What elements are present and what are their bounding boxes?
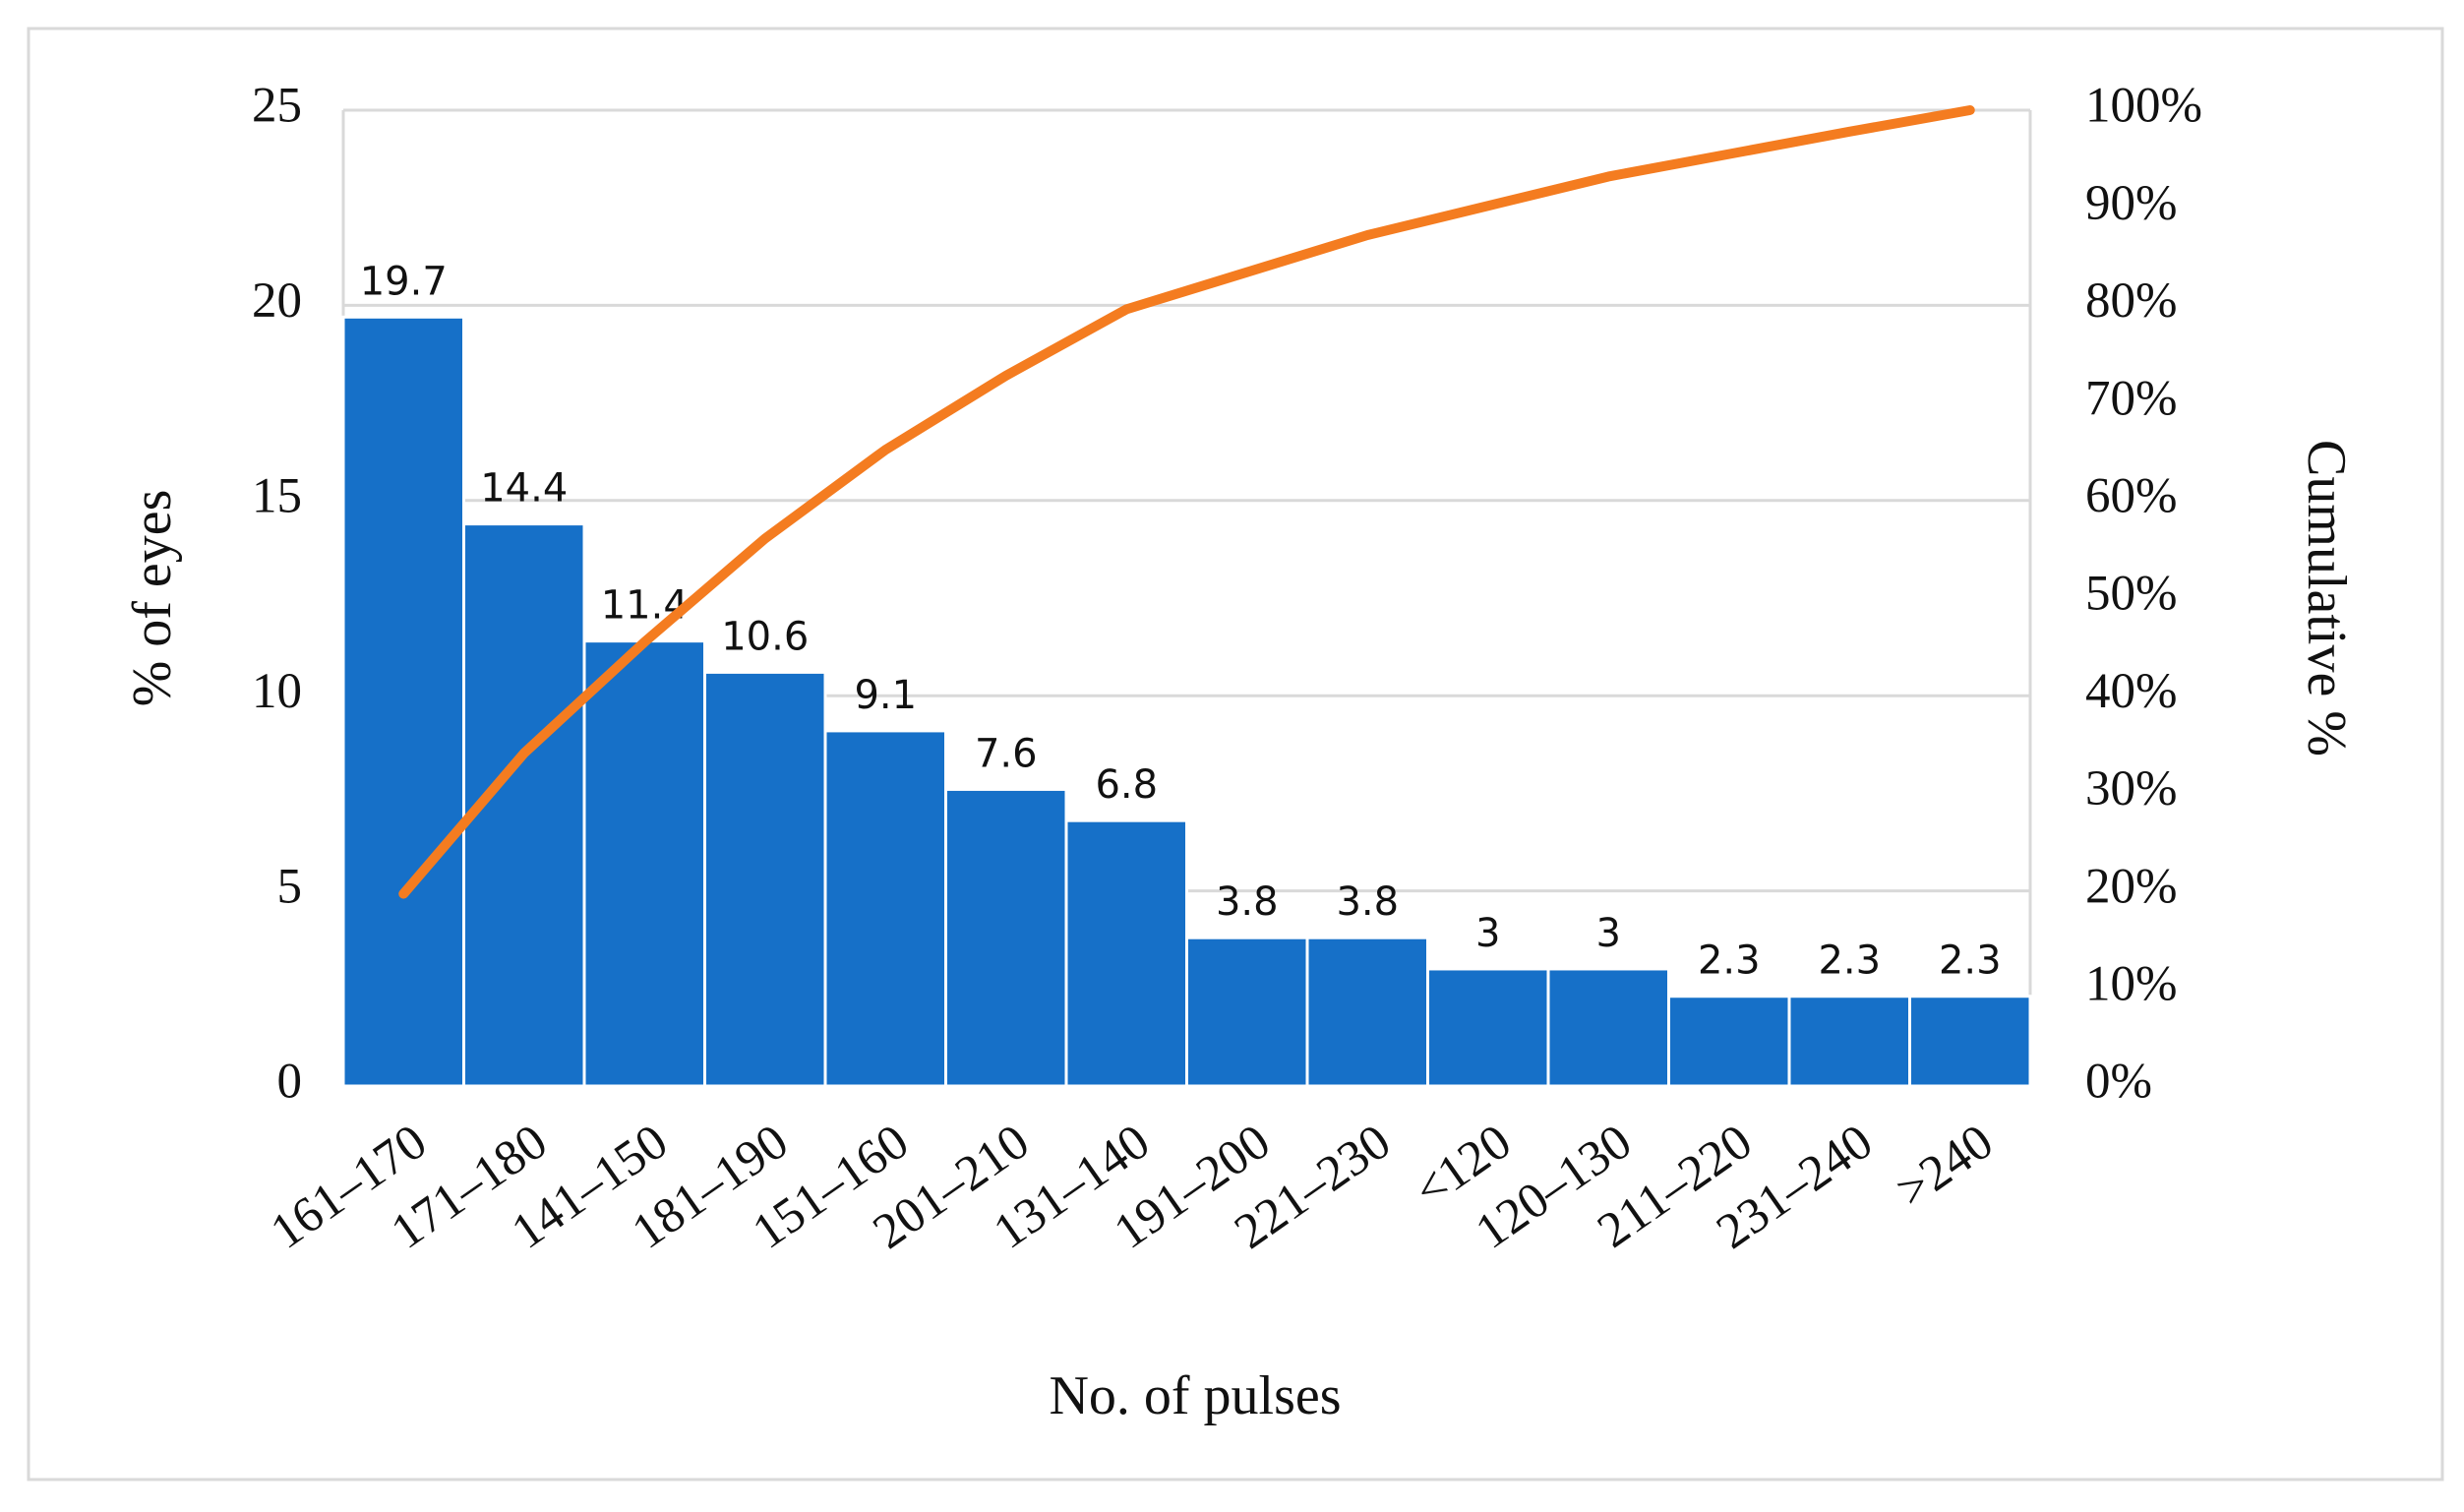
data-label: 3.8 bbox=[1336, 879, 1399, 925]
data-label: 3 bbox=[1475, 911, 1500, 956]
data-label: 7.6 bbox=[975, 731, 1038, 776]
data-label: 2.3 bbox=[1698, 938, 1761, 984]
bar bbox=[341, 315, 465, 1088]
bar bbox=[1546, 967, 1670, 1088]
y2-tick-label: 80% bbox=[2085, 273, 2177, 329]
bar bbox=[1305, 936, 1429, 1088]
y2-tick-label: 50% bbox=[2085, 567, 2177, 622]
bar bbox=[582, 639, 706, 1088]
data-label: 10.6 bbox=[721, 614, 809, 659]
y-axis-title: % of eyes bbox=[122, 490, 183, 707]
cumulative-line bbox=[398, 105, 1975, 899]
y2-tick-label: 70% bbox=[2085, 371, 2177, 426]
data-label: 14.4 bbox=[480, 466, 568, 512]
data-label: 2.3 bbox=[1939, 938, 2002, 984]
y2-tick-label: 0% bbox=[2085, 1055, 2152, 1110]
y-tick-label: 25 bbox=[252, 79, 302, 134]
y2-tick-label: 30% bbox=[2085, 761, 2177, 816]
bar bbox=[823, 729, 947, 1088]
data-label: 6.8 bbox=[1095, 762, 1158, 808]
y2-tick-label: 40% bbox=[2085, 664, 2177, 719]
y-tick-label: 15 bbox=[252, 469, 302, 524]
data-label: 2.3 bbox=[1818, 938, 1881, 984]
bar bbox=[1787, 995, 1911, 1088]
bar bbox=[1185, 936, 1309, 1088]
x-axis-title: No. of pulses bbox=[1049, 1365, 1341, 1426]
y2-tick-label: 100% bbox=[2085, 79, 2202, 134]
y-tick-label: 5 bbox=[277, 859, 303, 914]
y2-tick-label: 10% bbox=[2085, 957, 2177, 1012]
bar bbox=[1064, 818, 1188, 1088]
data-label: 19.7 bbox=[360, 259, 448, 304]
y2-tick-label: 20% bbox=[2085, 859, 2177, 914]
y-tick-label: 20 bbox=[252, 273, 302, 329]
y2-axis-title: Cumulative % bbox=[2296, 440, 2357, 756]
bar bbox=[1667, 995, 1791, 1088]
bar bbox=[1908, 995, 2032, 1088]
data-label: 3 bbox=[1596, 911, 1621, 956]
y2-tick-label: 60% bbox=[2085, 469, 2177, 524]
y2-tick-label: 90% bbox=[2085, 176, 2177, 231]
data-label: 9.1 bbox=[854, 673, 917, 718]
bar bbox=[1426, 967, 1550, 1088]
bar bbox=[944, 787, 1068, 1088]
data-label: 3.8 bbox=[1216, 879, 1279, 925]
bar bbox=[703, 670, 827, 1088]
y-tick-label: 0 bbox=[277, 1055, 303, 1110]
y-tick-label: 10 bbox=[252, 664, 302, 719]
